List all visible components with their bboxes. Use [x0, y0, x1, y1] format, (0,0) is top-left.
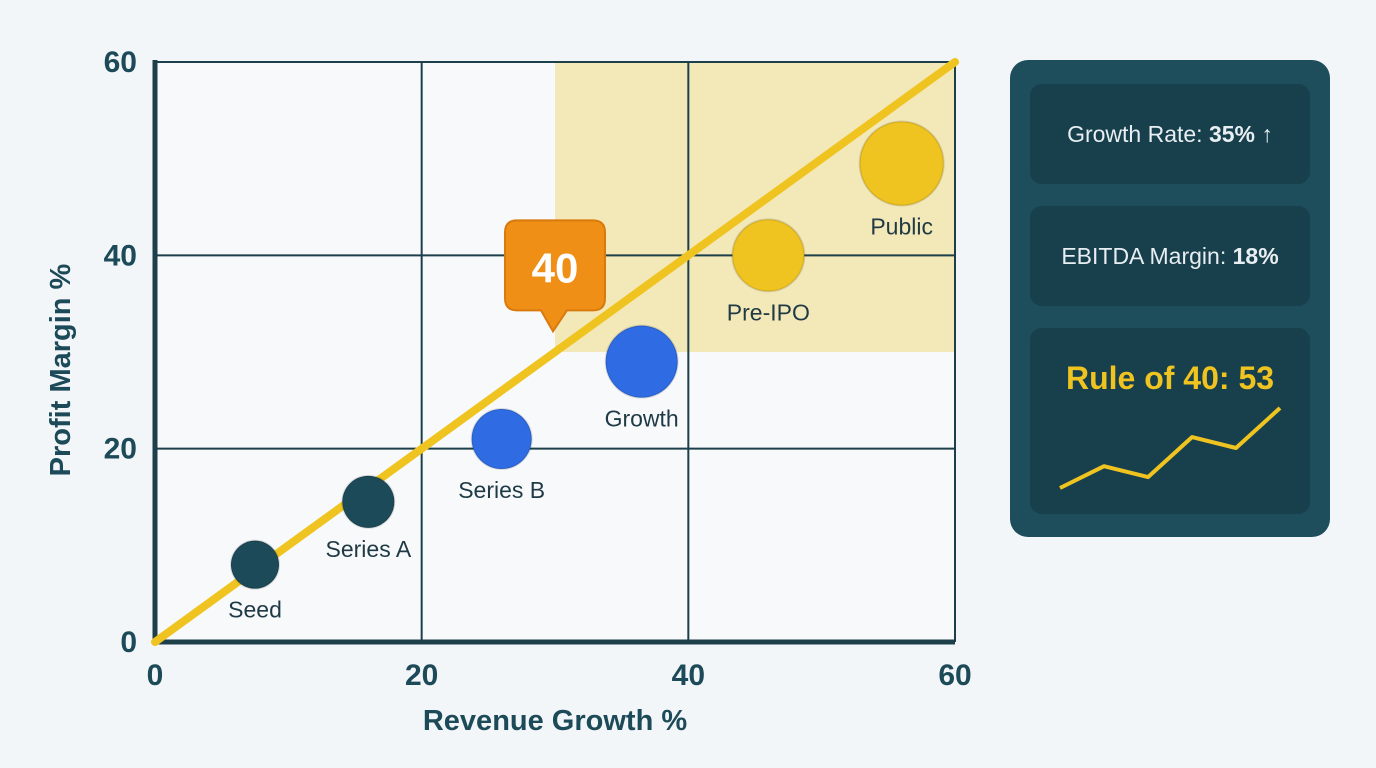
data-point	[731, 218, 806, 293]
arrow-up-icon: ↑	[1261, 120, 1273, 147]
growth-rate-value: 35%	[1208, 120, 1256, 147]
annotation-badge: 40	[504, 219, 606, 334]
data-point	[230, 539, 280, 590]
rule-of-40-card: Rule of 40: 53	[1030, 328, 1310, 514]
sparkline	[1059, 406, 1282, 490]
y-tick-label: 20	[104, 433, 137, 466]
x-tick-label: 0	[147, 659, 164, 692]
y-tick-label: 0	[120, 626, 137, 659]
data-point-label: Series A	[326, 536, 412, 562]
x-tick-label: 20	[405, 659, 438, 692]
growth-rate-label: Growth Rate:	[1067, 120, 1203, 147]
data-point-label: Growth	[605, 406, 679, 432]
metrics-panel: Growth Rate: 35% ↑ EBITDA Margin: 18% Ru…	[1010, 60, 1330, 537]
y-tick-label: 60	[104, 46, 137, 79]
x-tick-label: 40	[672, 659, 705, 692]
data-point	[858, 120, 945, 207]
data-point	[470, 408, 533, 470]
ebitda-margin-label: EBITDA Margin:	[1061, 242, 1227, 269]
data-point	[604, 324, 679, 399]
rule-of-40-line	[151, 58, 959, 646]
annotation-badge-text: 40	[532, 244, 579, 291]
ebitda-margin-value: 18%	[1232, 242, 1279, 269]
x-tick-label: 60	[938, 659, 971, 692]
ebitda-margin-card: EBITDA Margin: 18%	[1030, 206, 1310, 306]
x-axis-title: Revenue Growth %	[423, 705, 687, 737]
data-point	[341, 474, 396, 529]
data-point-label: Pre-IPO	[727, 299, 810, 325]
rule-of-40-score: Rule of 40: 53	[1065, 360, 1275, 396]
data-point-label: Public	[870, 214, 933, 240]
data-point-label: Seed	[228, 597, 282, 623]
growth-rate-card: Growth Rate: 35% ↑	[1030, 84, 1310, 184]
sparkline-chart	[1059, 406, 1282, 490]
y-axis-title: Profit Margin %	[45, 263, 77, 476]
annotation-badge-shape	[504, 219, 606, 334]
y-tick-label: 40	[104, 239, 137, 272]
data-point-label: Series B	[458, 477, 545, 503]
